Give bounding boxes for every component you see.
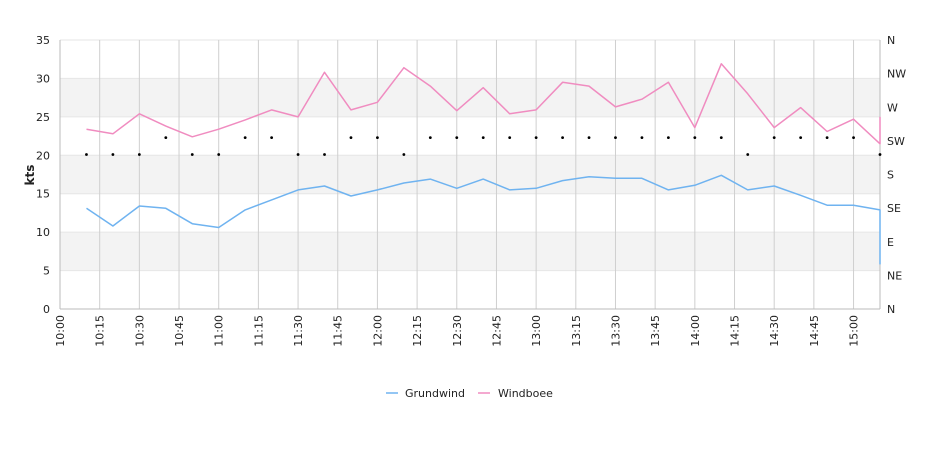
direction-dot — [640, 136, 644, 140]
direction-tick-label: SE — [887, 202, 901, 215]
direction-dot — [719, 136, 723, 140]
direction-dot — [111, 153, 115, 156]
x-tick-label: 12:45 — [490, 315, 503, 347]
direction-dot — [85, 153, 88, 156]
x-tick-label: 13:30 — [609, 315, 622, 347]
x-tick-label: 14:45 — [808, 315, 821, 347]
x-tick-label: 10:15 — [94, 315, 107, 347]
y-tick-label: 10 — [36, 226, 50, 239]
vertical-gridlines — [59, 40, 855, 309]
direction-dot — [508, 136, 512, 140]
direction-dot — [614, 136, 617, 140]
y-tick-label: 35 — [36, 34, 50, 47]
direction-dot — [772, 136, 776, 140]
x-tick-label: 15:00 — [848, 315, 861, 347]
direction-dot — [190, 153, 194, 156]
direction-dot — [164, 136, 168, 140]
direction-dot — [852, 136, 855, 140]
direction-dot — [587, 136, 591, 140]
direction-dot — [666, 136, 670, 140]
x-tick-label: 14:15 — [729, 315, 742, 347]
x-tick-label: 14:00 — [689, 315, 702, 347]
direction-dot — [746, 153, 750, 156]
band — [60, 232, 880, 271]
direction-dot — [428, 136, 432, 140]
x-tick-label: 13:00 — [530, 315, 543, 347]
band — [60, 78, 880, 117]
direction-dot — [561, 136, 564, 140]
direction-dot — [296, 153, 300, 156]
direction-tick-label: E — [887, 236, 894, 249]
direction-dots — [85, 136, 882, 156]
direction-tick-label: SW — [887, 135, 905, 148]
direction-dot — [878, 153, 882, 156]
legend-label-grundwind: Grundwind — [405, 387, 465, 400]
y-tick-label: 25 — [36, 111, 50, 124]
x-tick-label: 10:00 — [54, 315, 67, 347]
x-tick-label: 13:45 — [649, 315, 662, 347]
direction-tick-label: N — [887, 303, 895, 316]
x-tick-label: 10:45 — [173, 315, 186, 347]
direction-dot — [137, 153, 141, 156]
direction-dot — [825, 136, 829, 140]
direction-tick-label: NW — [887, 68, 906, 81]
series-line-grundwind — [86, 174, 881, 265]
direction-tick-label: S — [887, 169, 894, 182]
x-axis-ticks: 10:00 10:15 10:30 10:45 11:00 11:15 11:30 11:45… — [54, 315, 861, 347]
series-lines — [86, 63, 881, 265]
direction-dot — [402, 153, 406, 156]
x-tick-label: 13:15 — [570, 315, 583, 347]
x-tick-label: 12:00 — [371, 315, 384, 347]
x-tick-label: 12:15 — [411, 315, 424, 347]
y-tick-label: 5 — [43, 265, 50, 278]
y-axis-label: kts — [23, 165, 37, 186]
y-tick-label: 15 — [36, 188, 50, 201]
direction-dot — [243, 136, 247, 140]
direction-tick-label: W — [887, 101, 898, 114]
direction-dot — [217, 153, 221, 156]
direction-dot — [455, 136, 459, 140]
direction-tick-label: N — [887, 34, 895, 47]
direction-dot — [534, 136, 538, 140]
x-tick-label: 11:45 — [332, 315, 345, 347]
direction-dot — [270, 136, 274, 140]
y-tick-label: 20 — [36, 149, 50, 162]
direction-dot — [693, 136, 697, 140]
legend: Grundwind Windboee — [386, 387, 553, 400]
x-tick-label: 11:30 — [292, 315, 305, 347]
direction-dot — [481, 136, 485, 140]
direction-dot — [323, 153, 326, 156]
direction-dot — [349, 136, 353, 140]
series-line-windboee — [86, 63, 881, 145]
direction-dot — [376, 136, 379, 140]
x-tick-label: 11:00 — [213, 315, 226, 347]
x-tick-label: 14:30 — [768, 315, 781, 347]
x-tick-label: 10:30 — [133, 315, 146, 347]
y-tick-label: 0 — [43, 303, 50, 316]
legend-label-windboee: Windboee — [498, 387, 553, 400]
plot-bands — [60, 39, 880, 310]
right-axis-direction-ticks: N NE E SE S SW W NW N — [887, 34, 906, 316]
x-tick-label: 12:30 — [451, 315, 464, 347]
y-tick-label: 30 — [36, 72, 50, 85]
direction-tick-label: NE — [887, 269, 902, 282]
x-tick-label: 11:15 — [252, 315, 265, 347]
direction-dot — [799, 136, 803, 140]
y-axis-ticks: 0 5 10 15 20 25 30 35 — [36, 34, 50, 316]
